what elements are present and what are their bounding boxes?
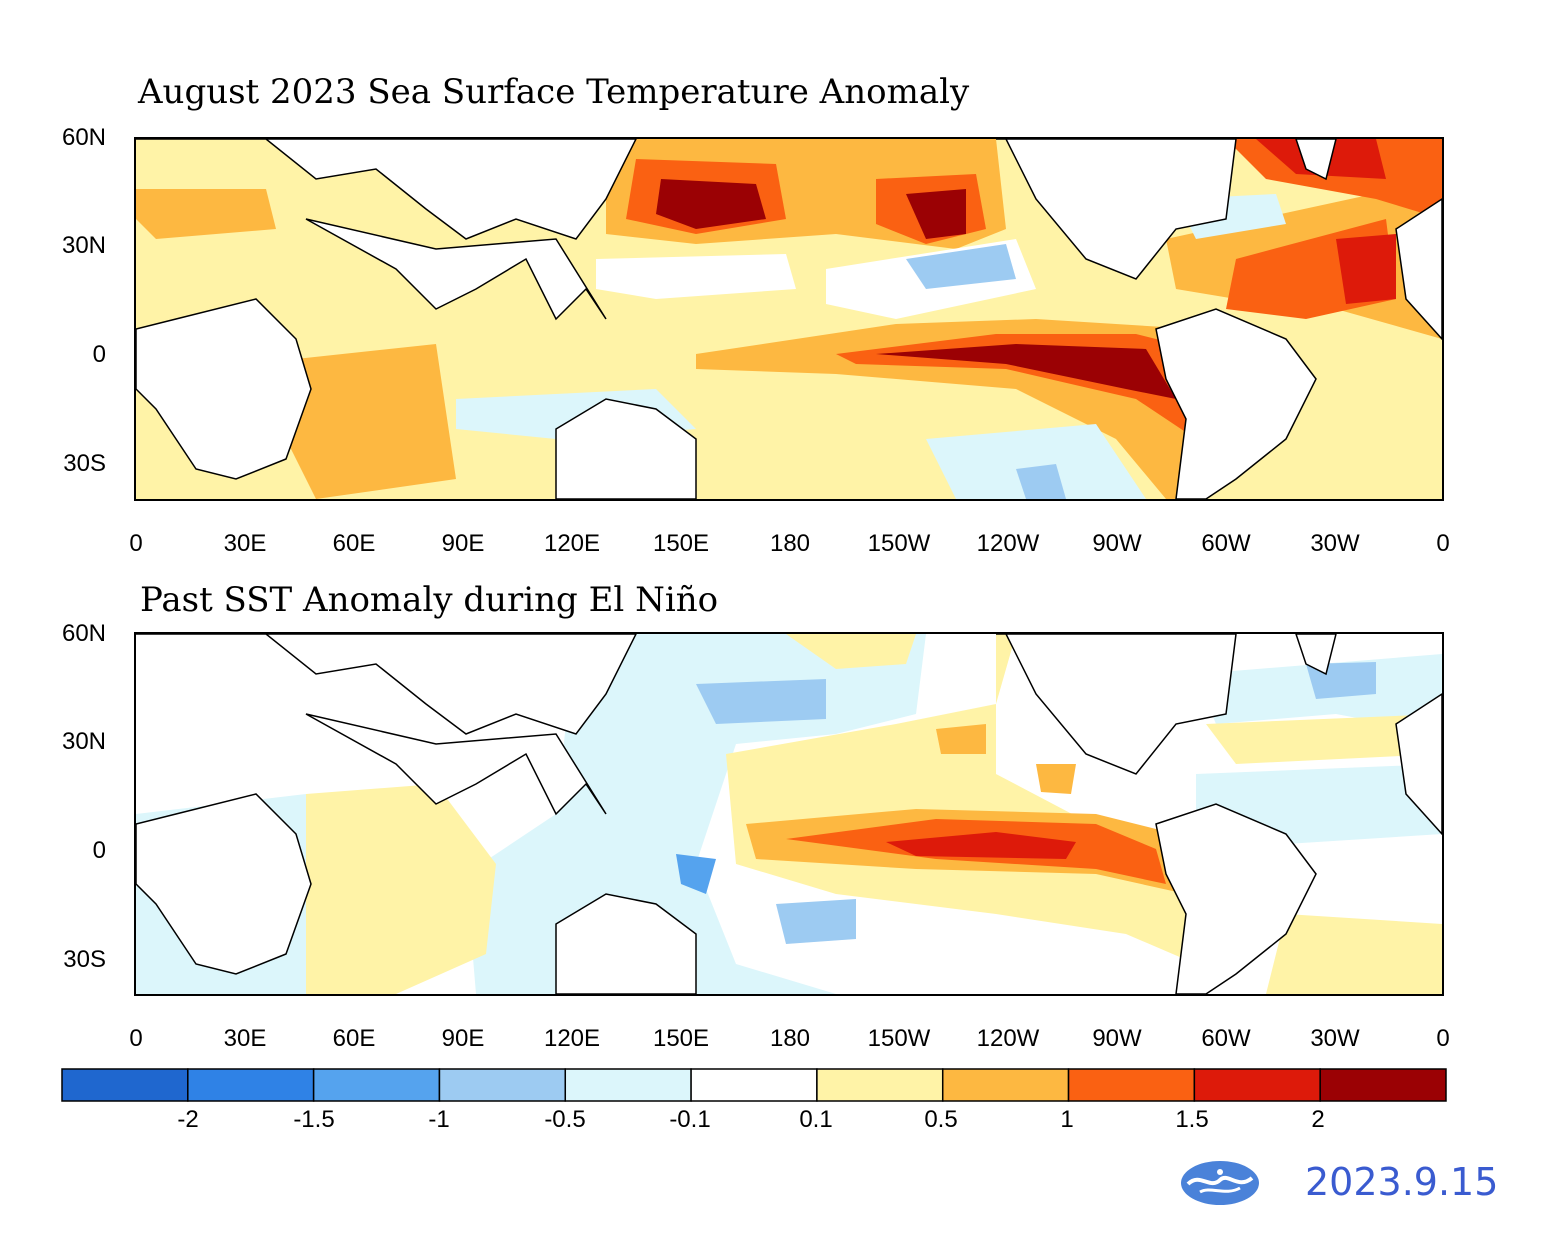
panel-1-lon-label: 90E bbox=[441, 530, 485, 557]
panel-2-lat-label: 30S bbox=[63, 946, 106, 973]
colorbar-segment bbox=[816, 1068, 944, 1102]
panel-1-lon-label: 30E bbox=[223, 530, 267, 557]
colorbar-segment bbox=[941, 1068, 1070, 1102]
panel-1-lat-label: 0 bbox=[92, 341, 106, 368]
colorbar-label: 1 bbox=[1060, 1106, 1074, 1133]
colorbar-label: 1.5 bbox=[1175, 1106, 1209, 1133]
panel-1-title: August 2023 Sea Surface Temperature Anom… bbox=[138, 72, 970, 112]
panel-1-lon-label: 150E bbox=[652, 530, 710, 557]
colorbar-segment bbox=[564, 1068, 692, 1102]
colorbar-label: -1.5 bbox=[293, 1106, 335, 1133]
panel-2-sst-map bbox=[134, 632, 1444, 996]
panel-2-lon-label: 150E bbox=[652, 1025, 710, 1052]
colorbar-label: 0.1 bbox=[799, 1106, 833, 1133]
panel-1-lon-label: 90W bbox=[1092, 530, 1142, 557]
colorbar-segment bbox=[187, 1068, 315, 1102]
colorbar-label: -2 bbox=[177, 1106, 199, 1133]
panel-2-lat-label: 0 bbox=[92, 837, 106, 864]
panel-1-lon-label: 0 bbox=[129, 530, 143, 557]
colorbar-label: -0.1 bbox=[669, 1106, 711, 1133]
panel-2-lon-label: 30W bbox=[1310, 1025, 1360, 1052]
panel-2-lat-label: 60N bbox=[61, 620, 106, 647]
colorbar-label: -1 bbox=[428, 1106, 450, 1133]
colorbar bbox=[61, 1068, 1447, 1102]
panel-2-lon-label: 180 bbox=[769, 1025, 811, 1052]
panel-1-lon-label: 60E bbox=[332, 530, 376, 557]
panel-2-lon-label: 0 bbox=[1436, 1025, 1450, 1052]
panel-1-lat-label: 60N bbox=[61, 124, 106, 151]
panel-2-lon-label: 90E bbox=[441, 1025, 485, 1052]
panel-1-lat-label: 30N bbox=[61, 232, 106, 259]
colorbar-segment bbox=[61, 1068, 189, 1102]
panel-2-lon-label: 150W bbox=[867, 1025, 931, 1052]
panel-2-lon-label: 30E bbox=[223, 1025, 267, 1052]
colorbar-segment bbox=[1319, 1068, 1447, 1102]
panel-1-lon-label: 120E bbox=[543, 530, 601, 557]
panel-1-lon-label: 180 bbox=[769, 530, 811, 557]
colorbar-label: 0.5 bbox=[924, 1106, 958, 1133]
panel-2-lon-label: 60W bbox=[1201, 1025, 1251, 1052]
date-stamp: 2023.9.15 bbox=[1305, 1160, 1499, 1204]
panel-1-lon-label: 0 bbox=[1436, 530, 1450, 557]
colorbar-label: 2 bbox=[1311, 1106, 1325, 1133]
colorbar-segment bbox=[1067, 1068, 1196, 1102]
panel-1-lon-label: 60W bbox=[1201, 530, 1251, 557]
colorbar-segment bbox=[1193, 1068, 1321, 1102]
colorbar-label: -0.5 bbox=[544, 1106, 586, 1133]
panel-2-lon-label: 120W bbox=[976, 1025, 1040, 1052]
panel-1-lon-label: 120W bbox=[976, 530, 1040, 557]
panel-2-lat-label: 30N bbox=[61, 728, 106, 755]
colorbar-segment bbox=[438, 1068, 567, 1102]
panel-2-lon-label: 120E bbox=[543, 1025, 601, 1052]
panel-2-lon-label: 60E bbox=[332, 1025, 376, 1052]
panel-2-lon-label: 90W bbox=[1092, 1025, 1142, 1052]
panel-1-sst-map bbox=[134, 137, 1444, 501]
panel-2-title: Past SST Anomaly during El Niño bbox=[140, 580, 719, 620]
panel-1-lat-label: 30S bbox=[63, 450, 106, 477]
colorbar-segment bbox=[312, 1068, 441, 1102]
panel-1-lon-label: 30W bbox=[1310, 530, 1360, 557]
panel-2-lon-label: 0 bbox=[129, 1025, 143, 1052]
panel-1-lon-label: 150W bbox=[867, 530, 931, 557]
colorbar-segment bbox=[690, 1068, 818, 1102]
cwa-logo-icon bbox=[1181, 1161, 1259, 1205]
